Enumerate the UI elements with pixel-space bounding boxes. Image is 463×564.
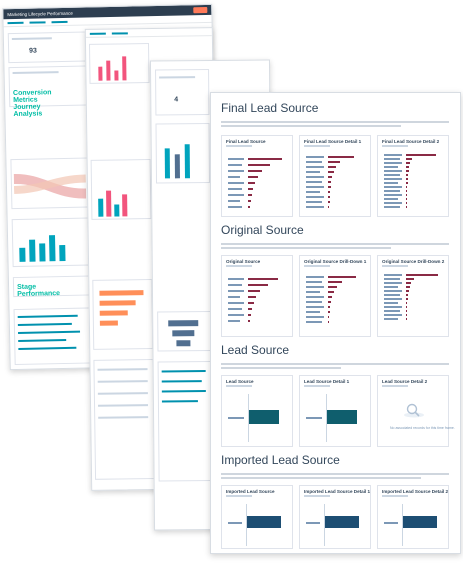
sankey-chart bbox=[13, 174, 87, 199]
panel-subtitle bbox=[226, 495, 252, 497]
empty-state-text: No associated records for this time fram… bbox=[390, 426, 455, 430]
section-title-lead-source: Lead Source bbox=[221, 343, 290, 357]
panel-subtitle bbox=[304, 495, 330, 497]
section-description bbox=[221, 243, 449, 245]
section-description bbox=[221, 363, 449, 365]
table-card-2 bbox=[93, 358, 156, 480]
panel-title: Imported Lead Source Detail 1 bbox=[304, 489, 371, 494]
final-lead-source-panel: Final Lead Source bbox=[221, 135, 293, 217]
final-lead-source-detail-1-panel: Final Lead Source Detail 1 bbox=[299, 135, 371, 217]
list-card bbox=[157, 361, 213, 482]
panel-title: Final Lead Source Detail 1 bbox=[304, 139, 362, 144]
flow-label: Conversion Metrics Journey Analysis bbox=[12, 89, 52, 119]
imported-lead-source-bar bbox=[247, 516, 281, 528]
section-description bbox=[221, 473, 449, 475]
funnel-card bbox=[157, 311, 212, 352]
flow-card: Conversion Metrics Journey Analysis bbox=[8, 65, 88, 118]
section-title-imported-lead-source: Imported Lead Source bbox=[221, 453, 340, 467]
section-description-2 bbox=[221, 247, 391, 249]
imported-lead-source-panel: Imported Lead Source bbox=[221, 485, 293, 549]
panel-subtitle bbox=[226, 145, 252, 147]
lead-source-dashboard: Final Lead Source Final Lead Source Fina… bbox=[210, 92, 461, 554]
section-description-2 bbox=[221, 367, 341, 369]
lifecycle-card: 4 bbox=[155, 69, 210, 116]
original-source-drill-down-2-panel: Original Source Drill-Down 2 bbox=[377, 255, 449, 337]
horizontal-bar-card bbox=[92, 278, 154, 350]
imported-lead-source-detail-1-panel: Imported Lead Source Detail 1 bbox=[299, 485, 371, 549]
panel-title: Original Source Drill-Down 1 bbox=[304, 259, 367, 264]
table-card bbox=[13, 307, 93, 366]
stacked-card bbox=[155, 123, 211, 184]
panel-subtitle bbox=[382, 265, 408, 267]
panel-subtitle bbox=[304, 385, 330, 387]
create-button[interactable] bbox=[193, 6, 208, 14]
panel-title: Lead Source Detail 1 bbox=[304, 379, 350, 384]
panel-subtitle bbox=[226, 385, 252, 387]
section-title-original-source: Original Source bbox=[221, 223, 304, 237]
lead-source-bar bbox=[249, 410, 279, 424]
chart-card bbox=[88, 43, 150, 84]
original-source-panel: Original Source bbox=[221, 255, 293, 337]
panel-subtitle bbox=[382, 145, 408, 147]
imported-detail-2-bar bbox=[403, 516, 437, 528]
dashboard-screenshot-back-1: Marketing Lifecycle Performance 93 Conve… bbox=[2, 3, 220, 371]
summary-card: 93 bbox=[7, 31, 87, 64]
lead-source-detail-2-panel: Lead Source Detail 2 No associated recor… bbox=[377, 375, 455, 447]
panel-title: Lead Source bbox=[226, 379, 254, 384]
panel-subtitle bbox=[382, 385, 408, 387]
lead-source-detail-1-panel: Lead Source Detail 1 bbox=[299, 375, 371, 447]
section-description-2 bbox=[221, 125, 401, 127]
panel-title: Imported Lead Source Detail 2 bbox=[382, 489, 449, 494]
panel-subtitle bbox=[304, 145, 330, 147]
magnifier-empty-icon bbox=[404, 403, 424, 418]
column-chart-card bbox=[90, 159, 152, 220]
dashboard-title: Marketing Lifecycle Performance bbox=[7, 10, 73, 17]
panel-subtitle bbox=[382, 495, 408, 497]
original-source-drill-down-1-panel: Original Source Drill-Down 1 bbox=[299, 255, 371, 337]
bar-card bbox=[11, 217, 91, 268]
section-description-2 bbox=[221, 477, 421, 479]
lead-source-panel: Lead Source bbox=[221, 375, 293, 447]
section-title-final-lead-source: Final Lead Source bbox=[221, 101, 319, 115]
panel-title: Original Source bbox=[226, 259, 261, 264]
imported-detail-1-bar bbox=[325, 516, 359, 528]
panel-title: Final Lead Source Detail 2 bbox=[382, 139, 440, 144]
panel-title: Original Source Drill-Down 2 bbox=[382, 259, 445, 264]
panel-title: Final Lead Source bbox=[226, 139, 266, 144]
panel-title: Imported Lead Source bbox=[226, 489, 275, 494]
panel-title: Lead Source Detail 2 bbox=[382, 379, 428, 384]
panel-subtitle bbox=[304, 265, 330, 267]
stage-label: Stage Performance bbox=[17, 283, 61, 298]
filter-bar-2 bbox=[85, 28, 212, 38]
panel-subtitle bbox=[226, 265, 252, 267]
stage-card: Stage Performance bbox=[12, 275, 92, 298]
final-lead-source-detail-2-panel: Final Lead Source Detail 2 bbox=[377, 135, 449, 217]
sankey-card bbox=[10, 157, 90, 210]
imported-lead-source-detail-2-panel: Imported Lead Source Detail 2 bbox=[377, 485, 449, 549]
section-description bbox=[221, 121, 449, 123]
lead-source-detail-bar bbox=[327, 410, 357, 424]
